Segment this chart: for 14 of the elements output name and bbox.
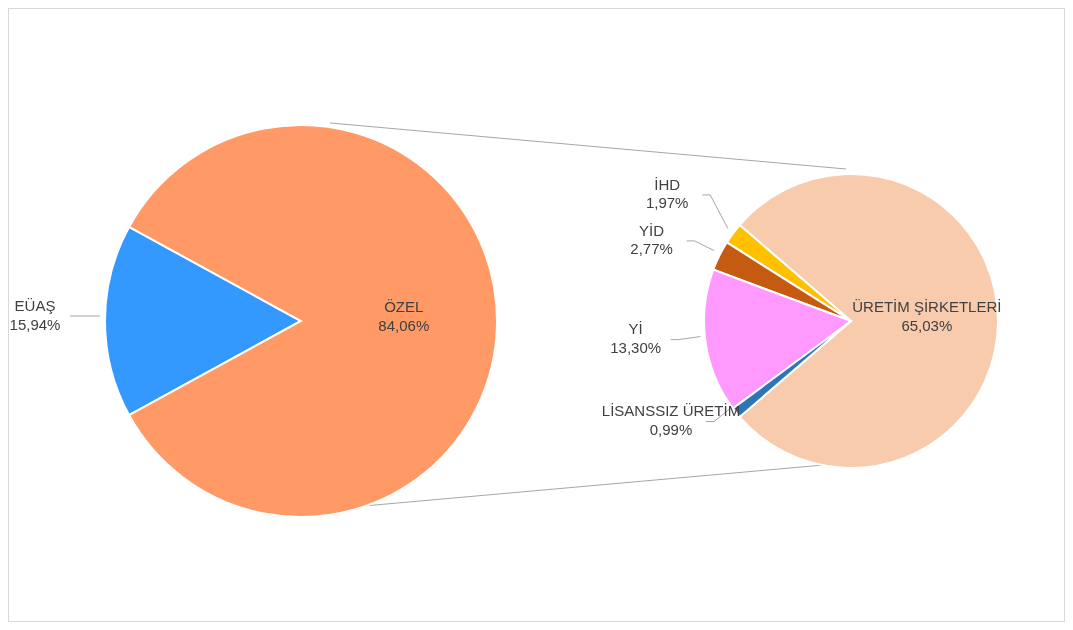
slice-label: EÜAŞ: [14, 296, 56, 314]
data-label: 84,06%: [378, 317, 430, 334]
slice-label: ÖZEL: [384, 297, 424, 315]
data-label: 0,99%: [649, 421, 693, 438]
data-label: 65,03%: [901, 317, 953, 334]
slice-label: ÜRETİM ŞİRKETLERİ: [852, 297, 1002, 315]
data-label: 15,94%: [9, 315, 61, 333]
data-label: 1,97%: [645, 194, 689, 212]
slice-label: İHD: [654, 175, 681, 193]
slice-label: Yİ: [628, 320, 643, 338]
data-label: 2,77%: [630, 240, 673, 258]
data-label: 13,30%: [610, 339, 662, 357]
slice-label: YİD: [639, 221, 665, 239]
slice-label: LİSANSSIZ ÜRETİM: [601, 402, 741, 420]
